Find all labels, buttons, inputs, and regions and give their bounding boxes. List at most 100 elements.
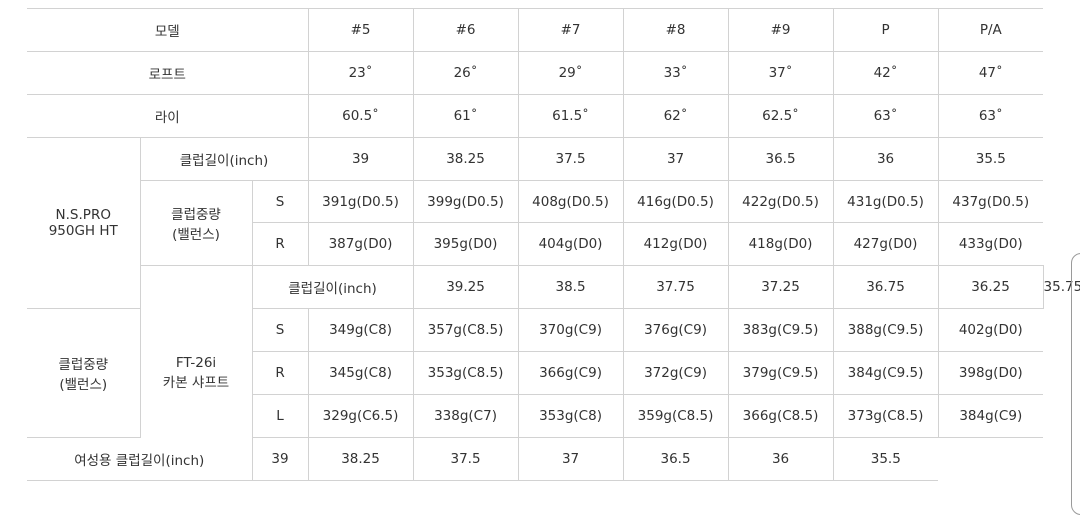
column-header: #6 <box>412 8 519 52</box>
cell: 433g(D0) <box>937 222 1044 267</box>
cell: 62.5˚ <box>727 93 834 138</box>
cell: 63˚ <box>937 93 1044 138</box>
column-header: #9 <box>727 8 834 52</box>
overlay-panel-edge <box>1071 253 1080 515</box>
cell: 379g(C9.5) <box>727 351 834 396</box>
cell: 349g(C8) <box>307 308 414 353</box>
cell: 412g(D0) <box>622 222 729 267</box>
label-line-1: N.S.PRO <box>55 206 111 223</box>
cell: 37.75 <box>622 265 729 310</box>
cell: 353g(C8.5) <box>412 351 519 396</box>
flex-label: R <box>252 222 309 267</box>
row-label: 여성용 클럽길이(inch) <box>27 436 253 481</box>
cell: 384g(C9.5) <box>832 351 939 396</box>
cell: 39.25 <box>412 265 519 310</box>
loft-row: 로프트 23˚ 26˚ 29˚ 33˚ 37˚ 42˚ 47˚ <box>27 50 1044 95</box>
cell: 418g(D0) <box>727 222 834 267</box>
cell: 26˚ <box>412 50 519 95</box>
column-header: P/A <box>937 8 1044 52</box>
cell: 62˚ <box>622 93 729 138</box>
row-label: 클럽길이(inch) <box>251 265 414 310</box>
cell: 23˚ <box>307 50 414 95</box>
cell: 47˚ <box>937 50 1044 95</box>
cell: 345g(C8) <box>307 351 414 396</box>
column-header: #5 <box>307 8 414 52</box>
weight-label: 클럽중량 (밸런스) <box>140 179 253 267</box>
cell: 391g(D0.5) <box>307 179 414 224</box>
cell: 372g(C9) <box>622 351 729 396</box>
label-line-2: 950GH HT <box>48 222 118 239</box>
weight-label: 클럽중량 (밸런스) <box>27 308 141 438</box>
cell: 37.5 <box>517 136 624 181</box>
label-line-2: (밸런스) <box>172 226 220 243</box>
column-header: #8 <box>622 8 729 52</box>
cell: 36.5 <box>727 136 834 181</box>
cell: 36.5 <box>622 436 729 481</box>
cell: 36 <box>727 436 834 481</box>
cell: 431g(D0.5) <box>832 179 939 224</box>
spec-table: 모델 #5 #6 #7 #8 #9 P P/A 로프트 23˚ 26˚ 29˚ 33˚ 37˚ 42˚ 47˚… <box>27 8 1080 481</box>
header-label: 모델 <box>27 8 309 52</box>
cell: 329g(C6.5) <box>307 394 414 438</box>
cell: 398g(D0) <box>937 351 1044 396</box>
cell: 61˚ <box>412 93 519 138</box>
cell: 37.25 <box>727 265 834 310</box>
header-row: 모델 #5 #6 #7 #8 #9 P P/A <box>27 8 1044 52</box>
cell: 422g(D0.5) <box>727 179 834 224</box>
cell: 36.25 <box>937 265 1044 310</box>
cell: 38.25 <box>307 436 414 481</box>
cell: 37˚ <box>727 50 834 95</box>
cell: 38.25 <box>412 136 519 181</box>
cell: 404g(D0) <box>517 222 624 267</box>
cell: 29˚ <box>517 50 624 95</box>
row-label: 라이 <box>27 93 309 138</box>
cell: 387g(D0) <box>307 222 414 267</box>
nspro-flex-row: 클럽중량 (밸런스) S 391g(D0.5) 399g(D0.5) 408g(D0.5)… <box>27 179 1044 267</box>
flex-label: L <box>252 394 309 438</box>
cell: 338g(C7) <box>412 394 519 438</box>
cell: 416g(D0.5) <box>622 179 729 224</box>
label-line-1: 클럽중량 <box>171 206 221 223</box>
cell: 37 <box>622 136 729 181</box>
shaft-name: N.S.PRO 950GH HT <box>27 136 141 310</box>
lie-row: 라이 60.5˚ 61˚ 61.5˚ 62˚ 62.5˚ 63˚ 63˚ <box>27 93 1044 138</box>
cell: 35.5 <box>937 136 1044 181</box>
cell: 366g(C9) <box>517 351 624 396</box>
column-header: P <box>832 8 939 52</box>
cell: 39 <box>251 436 309 481</box>
flex-label: S <box>251 308 309 353</box>
cell: 437g(D0.5) <box>937 179 1044 224</box>
cell: 35.5 <box>832 436 939 481</box>
cell: 33˚ <box>622 50 729 95</box>
cell: 399g(D0.5) <box>412 179 519 224</box>
cell: 353g(C8) <box>517 394 624 438</box>
cell: 38.5 <box>517 265 624 310</box>
cell: 408g(D0.5) <box>517 179 624 224</box>
cell: 373g(C8.5) <box>832 394 939 438</box>
cell: 63˚ <box>832 93 939 138</box>
row-label: 로프트 <box>27 50 309 95</box>
row-label: 클럽길이(inch) <box>139 136 309 181</box>
cell: 37 <box>517 436 624 481</box>
cell: 383g(C9.5) <box>727 308 834 353</box>
cell: 36 <box>832 136 939 181</box>
label-line-2: 카본 샤프트 <box>162 375 230 392</box>
label-line-2: (밸런스) <box>59 377 108 394</box>
cell: 359g(C8.5) <box>622 394 729 438</box>
flex-label: S <box>251 179 309 224</box>
cell: 384g(C9) <box>937 394 1044 438</box>
cell: 357g(C8.5) <box>412 308 519 353</box>
cell: 36.75 <box>832 265 939 310</box>
ft26i-women-length-row: 여성용 클럽길이(inch) 39 38.25 37.5 37 36.5 36 35.5 <box>27 436 1043 481</box>
column-header: #7 <box>517 8 624 52</box>
ft26i-length-row: FT-26i 카본 샤프트 클럽길이(inch) 39.25 38.5 37.75 37.2… <box>27 265 1080 481</box>
cell: 370g(C9) <box>517 308 624 353</box>
cell: 402g(D0) <box>937 308 1044 353</box>
cell: 42˚ <box>832 50 939 95</box>
cell: 388g(C9.5) <box>832 308 939 353</box>
label-line-1: FT-26i <box>175 355 217 372</box>
cell: 427g(D0) <box>832 222 939 267</box>
cell: 60.5˚ <box>307 93 414 138</box>
nspro-length-row: N.S.PRO 950GH HT 클럽길이(inch) 39 38.25 37.5 37 36… <box>27 136 1044 310</box>
cell: 376g(C9) <box>622 308 729 353</box>
